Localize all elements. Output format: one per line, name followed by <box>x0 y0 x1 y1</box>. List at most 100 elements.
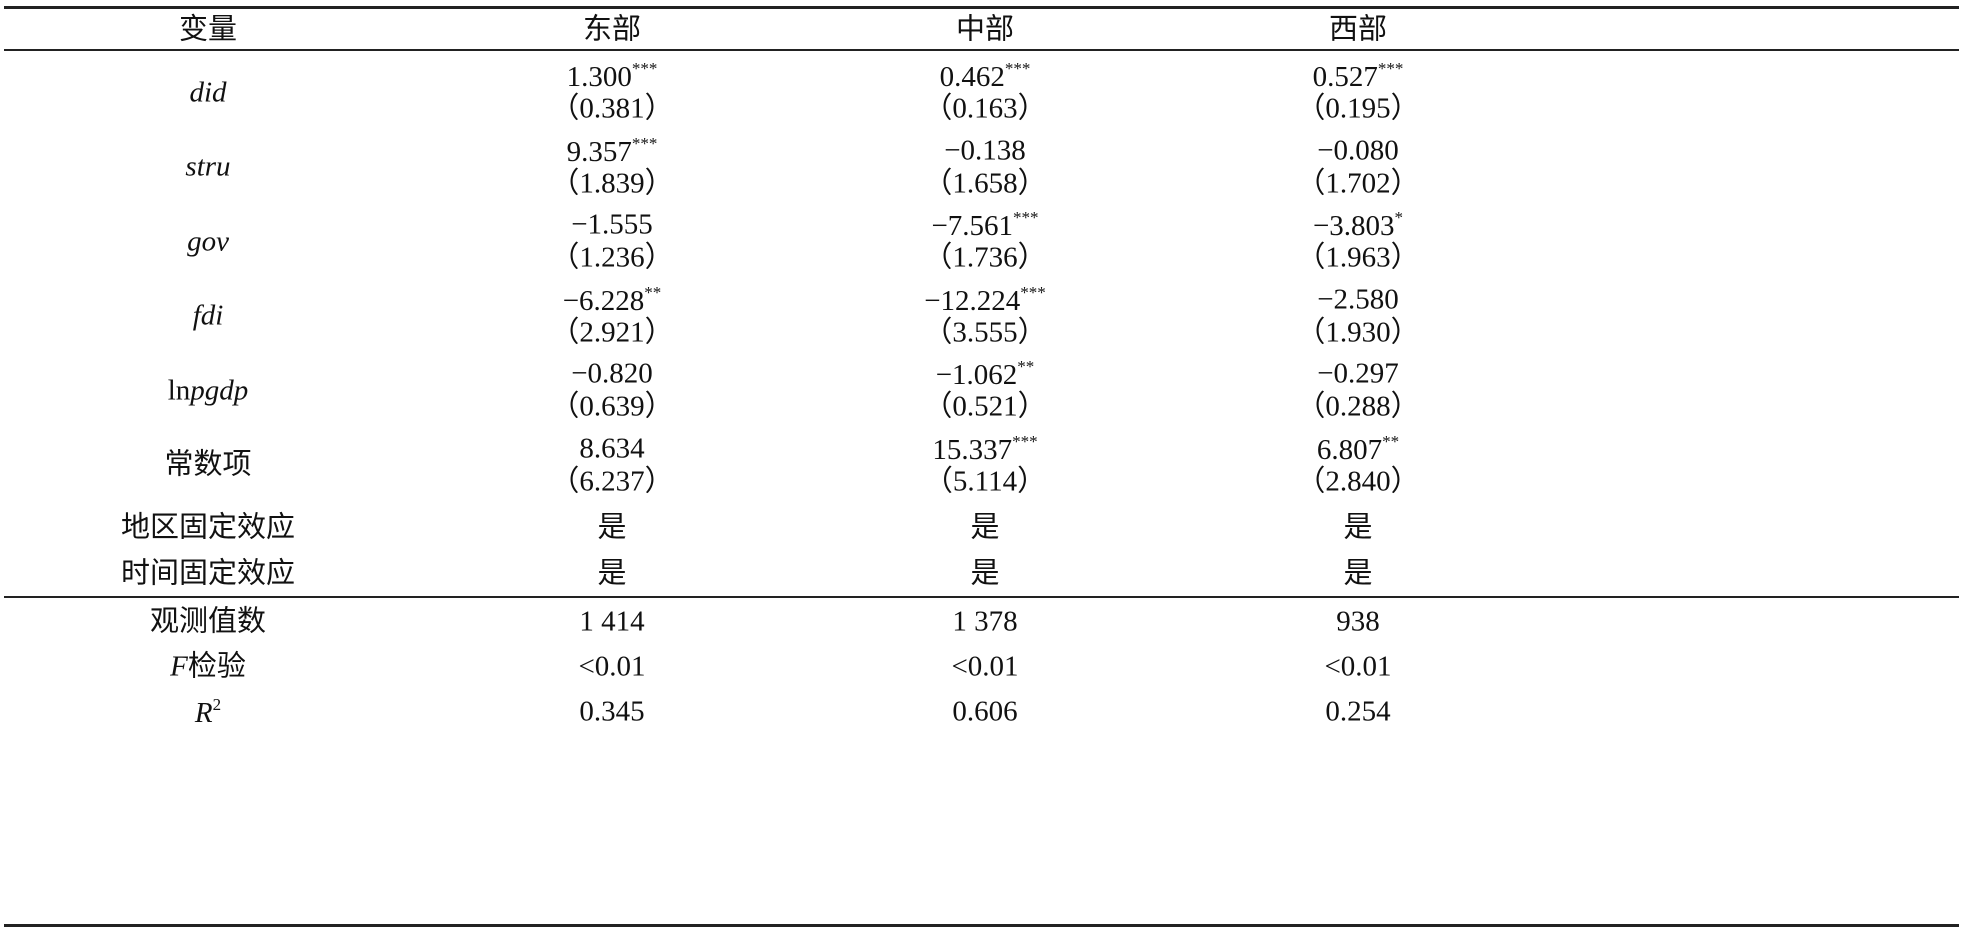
row-label: 地区固定效应 <box>120 511 296 544</box>
significance: ** <box>1017 357 1035 376</box>
se-cell: （1.236） <box>550 241 674 274</box>
value: 是 <box>1343 557 1373 590</box>
label-part: 时间固定效应 <box>120 557 296 590</box>
header-cell: 变量 <box>178 13 238 46</box>
se-cell: （1.736） <box>923 241 1047 274</box>
se-cell: （0.288） <box>1296 390 1420 423</box>
cell: 是 <box>1343 557 1373 590</box>
mid-rule <box>4 596 1959 598</box>
label-part: 常数项 <box>164 448 252 481</box>
significance: *** <box>1013 208 1039 227</box>
header: 西部 <box>1329 15 1387 45</box>
coefficient: 15.337 <box>932 433 1013 466</box>
coefficient: 0.527 <box>1312 61 1378 93</box>
coef-cell: 0.462*** <box>940 60 1031 92</box>
se-cell: （2.921） <box>550 318 673 347</box>
cell: 是 <box>597 511 627 544</box>
coef-cell: −1.062** <box>936 358 1035 390</box>
std-error: （0.639） <box>550 390 674 423</box>
coef-cell: −7.561*** <box>931 209 1038 241</box>
value: 0.606 <box>952 695 1018 728</box>
label-part: ln <box>167 374 191 406</box>
label-part: 地区固定效应 <box>120 511 296 544</box>
coefficient: 9.357 <box>566 135 632 168</box>
cell: 是 <box>970 559 999 589</box>
coefficient: −6.228 <box>562 284 645 317</box>
std-error: （0.288） <box>1296 390 1420 423</box>
std-error: （6.237） <box>550 465 674 497</box>
cell: 是 <box>1343 513 1372 543</box>
header: 中部 <box>955 13 1015 46</box>
header-rule <box>4 49 1959 51</box>
se-cell: （1.930） <box>1296 318 1419 347</box>
std-error: （1.839） <box>550 167 674 199</box>
label-part: 检验 <box>187 650 246 683</box>
coef-cell: −2.580 <box>1317 285 1399 314</box>
coefficient: −0.080 <box>1317 134 1399 166</box>
header-cell: 中部 <box>955 13 1015 46</box>
se-cell: （1.839） <box>550 169 673 198</box>
cell: 1 414 <box>579 607 644 637</box>
cell: 是 <box>597 559 626 589</box>
cell: <0.01 <box>1324 650 1392 683</box>
coefficient: 0.462 <box>939 61 1005 93</box>
row-label: 常数项 <box>164 448 252 481</box>
coefficient: 1.300 <box>566 61 632 93</box>
coef-cell: 15.337*** <box>932 433 1037 465</box>
coef-cell: 9.357*** <box>567 135 658 167</box>
se-cell: （0.639） <box>550 390 674 423</box>
header: 东部 <box>582 13 642 46</box>
coef-cell: −0.138 <box>944 136 1026 165</box>
significance: *** <box>1012 431 1038 451</box>
value: 938 <box>1336 605 1380 638</box>
cell: 是 <box>970 513 999 543</box>
std-error: （0.521） <box>923 390 1047 423</box>
coef-cell: −12.224*** <box>924 284 1046 316</box>
se-cell: （2.840） <box>1296 467 1419 496</box>
coef-cell: −0.297 <box>1317 357 1399 390</box>
coef-cell: −1.555 <box>571 208 653 241</box>
coef-cell: −3.803* <box>1313 209 1403 241</box>
cell: <0.01 <box>951 652 1018 682</box>
label-part: R <box>194 697 213 729</box>
coefficient: 8.634 <box>579 432 645 464</box>
row-label: 时间固定效应 <box>120 557 296 590</box>
cell: 0.606 <box>952 695 1018 728</box>
row-label: fdi <box>192 299 224 332</box>
significance: *** <box>631 133 658 153</box>
coefficient: −0.138 <box>944 134 1026 166</box>
header-cell: 东部 <box>582 13 642 46</box>
coefficient: −3.803 <box>1312 210 1395 242</box>
std-error: （1.963） <box>1296 241 1420 274</box>
coefficient: −2.580 <box>1317 283 1399 315</box>
label-part: F <box>170 650 188 683</box>
header: 变量 <box>178 13 238 46</box>
row-label: lnpgdp <box>168 376 249 405</box>
coef-cell: 6.807** <box>1317 433 1399 465</box>
std-error: （5.114） <box>923 465 1047 497</box>
cell: 1 378 <box>952 605 1018 638</box>
std-error: （1.736） <box>923 241 1047 274</box>
coefficient: −0.297 <box>1317 357 1399 390</box>
se-cell: （3.555） <box>923 318 1046 347</box>
value: <0.01 <box>1324 650 1392 683</box>
coef-cell: −0.080 <box>1317 136 1399 165</box>
std-error: （0.381） <box>550 92 674 125</box>
value: 1 378 <box>952 605 1018 638</box>
value: <0.01 <box>578 650 646 683</box>
label-part: fdi <box>192 299 224 332</box>
coefficient: −1.555 <box>571 208 653 241</box>
se-cell: （6.237） <box>550 467 673 496</box>
se-cell: （0.381） <box>550 92 674 125</box>
coef-cell: 1.300*** <box>567 60 658 92</box>
std-error: （0.163） <box>923 92 1047 125</box>
coefficient: 6.807 <box>1316 433 1383 466</box>
value: 是 <box>597 511 627 544</box>
label-part: 观测值数 <box>149 605 267 638</box>
bottom-rule <box>4 924 1959 927</box>
se-cell: （1.702） <box>1296 169 1419 198</box>
std-error: （1.236） <box>550 241 674 274</box>
std-error: （1.930） <box>1296 316 1420 348</box>
row-label: did <box>189 78 226 107</box>
